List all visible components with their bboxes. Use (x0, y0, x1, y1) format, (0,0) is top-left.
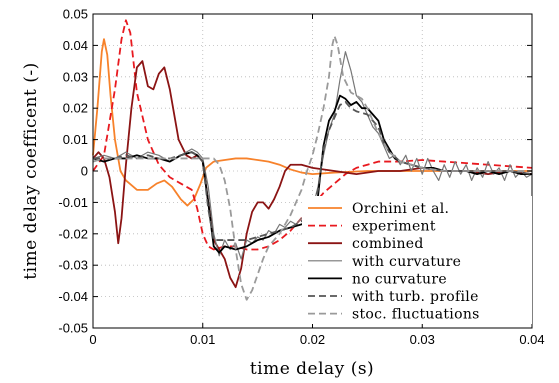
y-tick-label: -0.04 (58, 289, 88, 304)
legend-label-orchini-et-al: Orchini et al. (352, 201, 449, 217)
series-line-experiment (92, 19, 533, 251)
legend-box (302, 196, 532, 324)
y-axis-label: time delay coefficent (-) (21, 62, 41, 280)
x-tick-label: 0 (89, 332, 96, 347)
y-tick-label: 0.02 (63, 101, 88, 116)
legend-label-no-curvature: no curvature (352, 271, 447, 287)
x-axis-label: time delay (s) (250, 359, 374, 379)
y-tick-label: 0 (81, 164, 88, 179)
legend-label-with-turb-profile: with turb. profile (352, 289, 479, 305)
y-tick-label: -0.05 (58, 321, 88, 336)
series-line-with-curvature (92, 51, 533, 260)
y-tick-label: -0.02 (58, 226, 88, 241)
legend-label-combined: combined (352, 236, 424, 252)
plot-frame (92, 13, 533, 329)
x-tick-label: 0.01 (190, 332, 215, 347)
y-tick-label: 0.05 (63, 7, 88, 22)
series-line-stoc-fluctuations (92, 35, 532, 301)
legend-label-experiment: experiment (352, 219, 436, 235)
legend-label-with-curvature: with curvature (352, 254, 461, 270)
y-tick-label: -0.03 (58, 258, 88, 273)
x-tick-label: 0.03 (410, 332, 435, 347)
y-tick-label: 0.04 (63, 38, 88, 53)
x-tick-label: 0.02 (300, 332, 325, 347)
y-tick-label: 0.03 (63, 69, 88, 84)
series-line-combined (92, 60, 533, 289)
x-tick-label: 0.04 (519, 332, 544, 347)
y-tick-label: -0.01 (58, 195, 88, 210)
legend-label-stoc-fluctuations: stoc. fluctuations (352, 307, 480, 323)
y-tick-label: 0.01 (63, 132, 88, 147)
plot-area (92, 19, 533, 301)
